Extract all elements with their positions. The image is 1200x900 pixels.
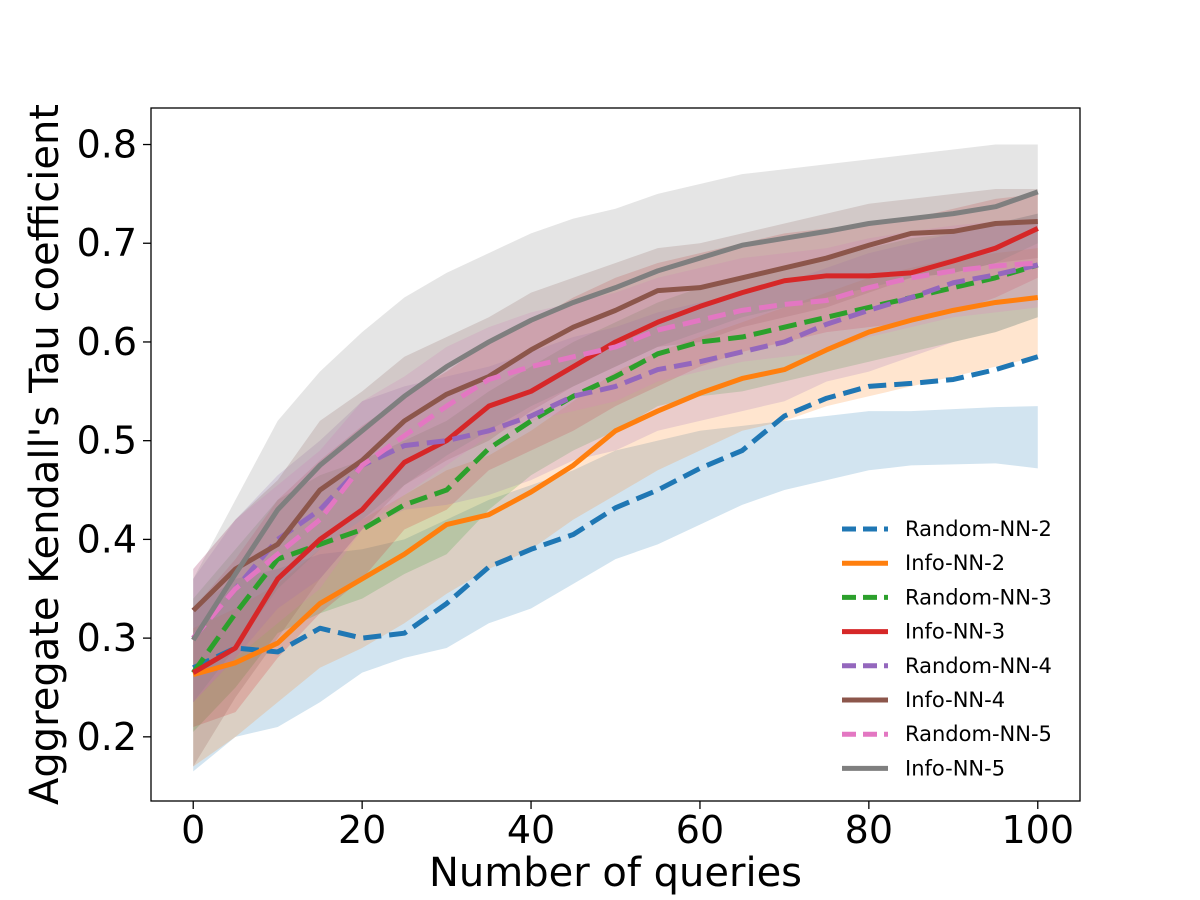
band-info-nn-4 — [193, 188, 1038, 767]
line-info-nn-5 — [191, 189, 1039, 642]
band-random-nn-4 — [193, 213, 1038, 703]
x-axis-ticks: 0 20 40 60 80 100 — [181, 801, 1074, 852]
x-tick-label: 60 — [676, 808, 724, 852]
line-random-nn-2 — [192, 354, 1039, 670]
y-tick-label: 0.8 — [77, 123, 137, 167]
confidence-bands — [193, 144, 1038, 772]
y-tick-label: 0.7 — [77, 221, 137, 265]
x-tick-label: 80 — [845, 808, 893, 852]
y-tick-label: 0.2 — [77, 715, 137, 759]
band-info-nn-3 — [193, 193, 1038, 727]
legend-label-random-nn-2: Random-NN-2 — [905, 517, 1052, 541]
line-random-nn-5 — [191, 260, 1038, 640]
x-axis-label: Number of queries — [429, 850, 802, 896]
line-random-nn-3 — [191, 262, 1039, 675]
x-tick-label: 20 — [338, 808, 386, 852]
band-random-nn-2 — [193, 406, 1038, 772]
band-info-nn-2 — [193, 248, 1038, 767]
y-tick-label: 0.4 — [77, 517, 137, 561]
legend-label-random-nn-4: Random-NN-4 — [905, 654, 1052, 678]
line-info-nn-4 — [191, 219, 1038, 613]
legend-label-info-nn-3: Info-NN-3 — [905, 620, 1005, 644]
x-tick-label: 40 — [507, 808, 555, 852]
y-axis-ticks: 0.2 0.3 0.4 0.5 0.6 0.7 0.8 — [77, 123, 151, 759]
legend-label-info-nn-2: Info-NN-2 — [905, 551, 1005, 575]
legend-label-info-nn-5: Info-NN-5 — [905, 756, 1005, 780]
band-info-nn-5 — [193, 144, 1038, 703]
legend-label-info-nn-4: Info-NN-4 — [905, 688, 1005, 712]
x-tick-label: 0 — [181, 808, 205, 852]
plot-frame — [150, 107, 1081, 802]
y-tick-label: 0.5 — [77, 419, 137, 463]
line-info-nn-3 — [191, 226, 1039, 675]
legend: Random-NN-2 Info-NN-2 Random-NN-3 Info-NN-3… — [842, 517, 1052, 780]
band-random-nn-3 — [193, 213, 1038, 732]
legend-label-random-nn-5: Random-NN-5 — [905, 722, 1052, 746]
line-random-nn-4 — [191, 262, 1039, 640]
legend-label-random-nn-3: Random-NN-3 — [905, 585, 1052, 609]
band-random-nn-5 — [193, 218, 1038, 703]
y-axis-label: Aggregate Kendall's Tau coefficient — [22, 104, 68, 805]
line-info-nn-2 — [192, 295, 1039, 678]
x-tick-label: 100 — [1002, 808, 1075, 852]
y-tick-label: 0.3 — [77, 616, 137, 660]
series-lines — [191, 189, 1039, 678]
y-tick-label: 0.6 — [77, 320, 137, 364]
